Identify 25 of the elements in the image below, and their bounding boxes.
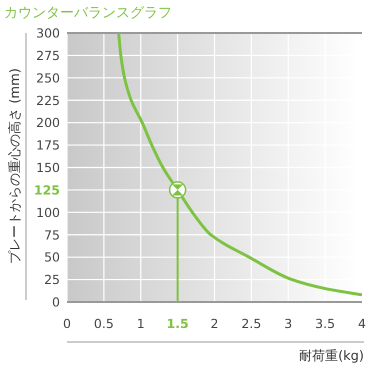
y-tick-label: 150 [36,160,60,175]
y-tick-label: 50 [44,250,60,265]
y-tick-label: 225 [36,92,60,108]
chart-title: カウンターバランスグラフ [4,5,172,21]
x-tick-label: 2 [210,316,218,331]
y-tick-label: 175 [36,138,60,153]
x-tick-label: 2.5 [241,316,262,331]
y-axis-title: プレートからの重心の高さ (mm) [7,68,23,264]
y-tick-label: 250 [36,70,60,86]
x-tick-label: 1.5 [166,316,189,331]
x-tick-label: 4 [358,316,366,331]
y-tick-label: 275 [36,48,60,63]
y-tick-label: 125 [34,182,60,198]
y-tick-label: 75 [44,227,60,242]
y-tick-label: 200 [36,115,60,130]
x-tick-label: 0.5 [94,316,114,331]
x-axis-title: 耐荷重(kg) [299,349,364,364]
x-tick-label: 1 [136,316,145,331]
y-tick-label: 25 [44,272,60,288]
y-tick-label: 100 [36,204,60,220]
x-tick-label: 3.5 [315,316,336,331]
y-tick-label: 300 [36,26,60,40]
y-tick-label: 0 [52,294,60,310]
x-tick-label: 3 [284,316,292,331]
x-tick-label: 0 [63,316,72,331]
